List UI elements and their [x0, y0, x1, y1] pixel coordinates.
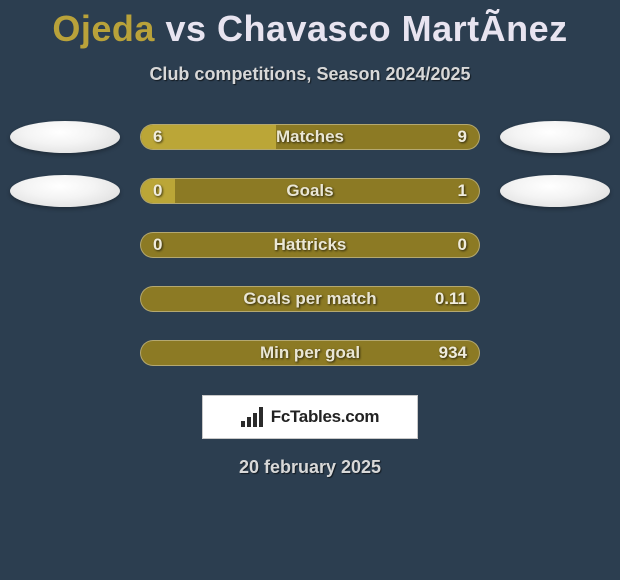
stat-label: Goals per match [141, 287, 479, 311]
stat-bar: Min per goal934 [140, 340, 480, 366]
player1-indicator [10, 175, 120, 207]
stat-row: 0Hattricks0 [0, 229, 620, 261]
stat-bar: 0Hattricks0 [140, 232, 480, 258]
stat-label: Min per goal [141, 341, 479, 365]
stat-value-right: 0 [458, 233, 467, 257]
chart-icon [241, 407, 265, 427]
stat-value-right: 0.11 [435, 287, 467, 311]
stat-value-right: 934 [439, 341, 467, 365]
player1-indicator [10, 121, 120, 153]
vs-text: vs [165, 8, 206, 49]
stat-value-right: 1 [458, 179, 467, 203]
stat-bar: 6Matches9 [140, 124, 480, 150]
stat-row: 0Goals1 [0, 175, 620, 207]
stat-bar: Goals per match0.11 [140, 286, 480, 312]
stats-container: 6Matches90Goals10Hattricks0Goals per mat… [0, 121, 620, 369]
player2-indicator [500, 175, 610, 207]
comparison-title: Ojeda vs Chavasco MartÃ­nez [0, 0, 620, 50]
brand-name: FcTables.com [271, 407, 380, 427]
footer-date: 20 february 2025 [0, 457, 620, 478]
player2-name: Chavasco MartÃ­nez [217, 8, 568, 49]
stat-label: Hattricks [141, 233, 479, 257]
stat-bar: 0Goals1 [140, 178, 480, 204]
player2-indicator [500, 121, 610, 153]
stat-row: Goals per match0.11 [0, 283, 620, 315]
stat-value-right: 9 [458, 125, 467, 149]
brand-logo-box: FcTables.com [202, 395, 418, 439]
stat-row: Min per goal934 [0, 337, 620, 369]
stat-label: Matches [141, 125, 479, 149]
stat-label: Goals [141, 179, 479, 203]
stat-row: 6Matches9 [0, 121, 620, 153]
player1-name: Ojeda [52, 8, 155, 49]
subtitle: Club competitions, Season 2024/2025 [0, 64, 620, 85]
